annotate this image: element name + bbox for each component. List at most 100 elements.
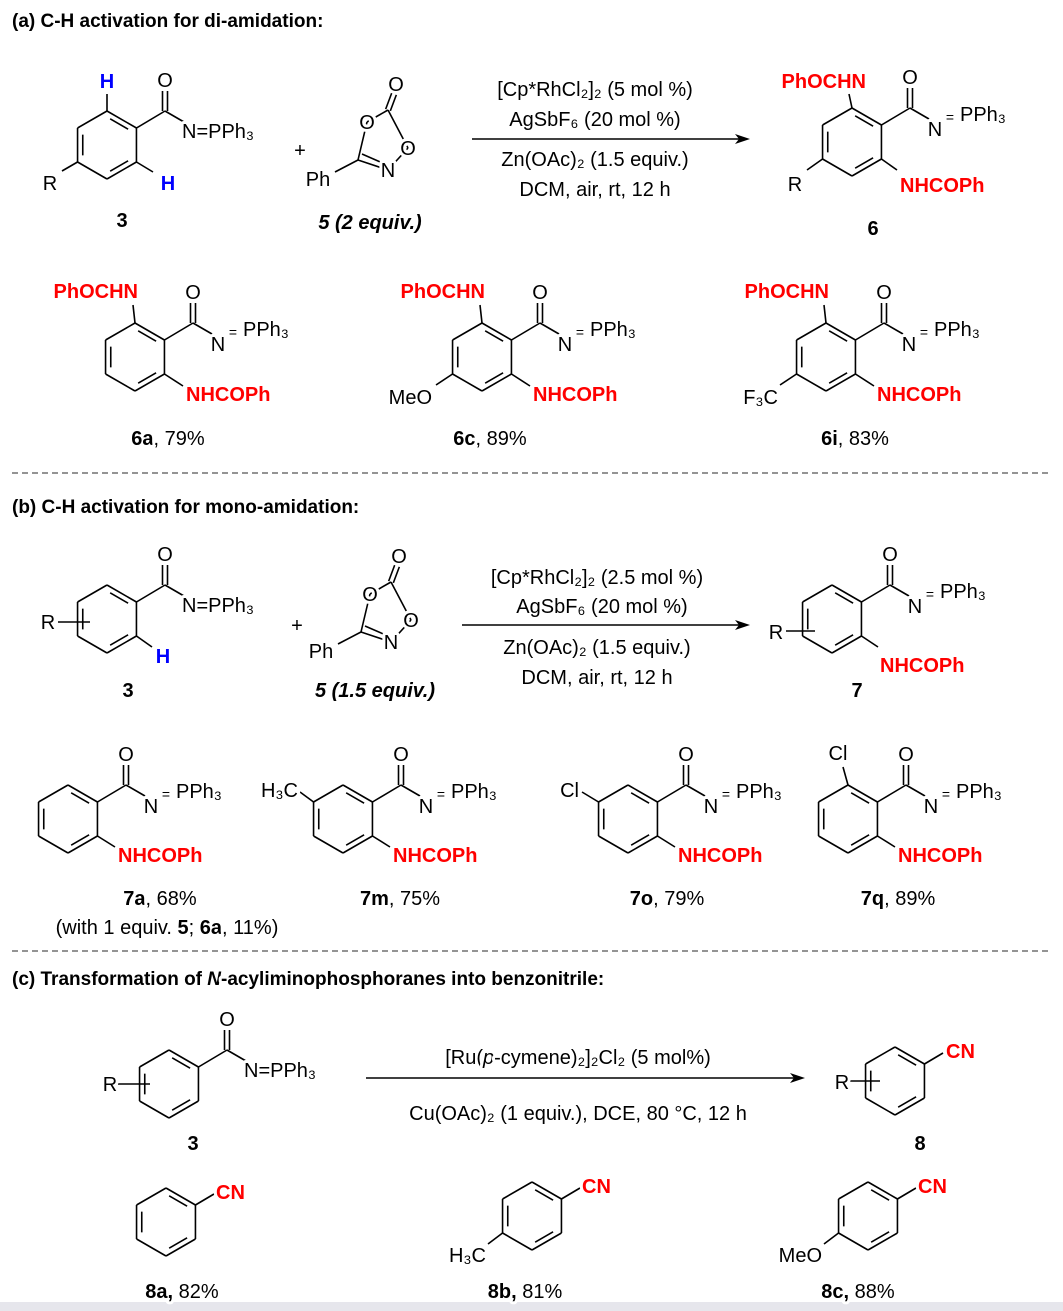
reagent-5b-bond [360,593,371,633]
example-ring-bond [818,784,849,803]
oxygen-label: O [902,67,918,89]
example-bond [192,322,213,335]
reactant-3b-ring-bond [77,584,108,603]
oxygen-label: O [403,610,419,632]
substituent-bond [861,635,879,648]
example-bond [539,322,560,335]
reagent-5a-double-bond [361,153,386,165]
example-ring-double-bond [137,330,157,342]
example-ring-double-bond [630,792,650,804]
conditions-label: Cu(OAc)₂ (1 equiv.), DCE, 80 °C, 12 h [409,1103,747,1125]
r-group-label: R [769,622,783,644]
iminophosphorane-label: N=PPh₃ [182,121,254,143]
reagent-5b-double-bond [364,625,389,637]
example-ring-double-bond [484,372,504,384]
reactant-3c-ring-bond [139,1100,170,1119]
double-bond-sign: = [437,786,445,802]
compound-yield-label: 6a, 79% [131,428,205,450]
catalyst-label: [Cp*RhCl₂]₂ (5 mol %) [497,79,693,101]
amide-group-label: NHCOPh [186,384,270,406]
compound-yield-label: 6c, 89% [453,428,527,450]
example-ring-bond [796,322,827,341]
amide-group-label: NHCOPh [898,845,982,867]
substituent-bond [132,304,136,324]
reactant-3c-bond [198,1049,228,1068]
reagent-label-5: 5 (1.5 equiv.) [315,680,435,702]
product-8-ring-bond [894,1097,925,1116]
reactant-3a-ring-bond [77,161,108,180]
example-ring-double-bond [168,1195,188,1207]
nitrogen-label: N [704,796,718,818]
double-bond-sign: = [722,786,730,802]
example-ring-bond [38,835,69,854]
reactant-3c-ring-double-bond [171,1099,191,1111]
amide-group-label: PhOCHN [401,281,485,303]
nitrogen-label: N [384,632,398,654]
substituent-bond [779,373,797,386]
pph3-label: PPh₃ [736,781,782,803]
nitrogen-label: N [211,334,225,356]
product-8-ring-bond [894,1046,925,1065]
compound-yield-label-part: , 83% [838,428,889,450]
substituent-label: Cl [560,780,579,802]
oxygen-label: O [898,744,914,766]
additive-label: AgSbF₆ (20 mol %) [509,109,680,131]
example-ring-double-bond [534,1231,554,1243]
example-ring-double-bond [870,1231,890,1243]
amide-group-label: NHCOPh [118,845,202,867]
oxygen-label: O [876,282,892,304]
pph3-label: PPh₃ [451,781,497,803]
double-bond-sign: = [576,324,584,340]
compound-yield-label: 8a, 82% [145,1281,219,1303]
example-ring-bond [598,784,629,803]
compound-yield-label-part: , 89% [884,888,935,910]
double-bond-sign: = [920,324,928,340]
substituent-bond [511,373,531,387]
iminophosphorane-label: N=PPh₃ [182,595,254,617]
example-ring-double-bond [870,1189,890,1201]
pph3-label: PPh₃ [590,319,636,341]
example-ring-bond [867,1232,898,1251]
product-7-ring-bond [802,584,833,603]
example-bond [511,322,541,341]
nitrile-label: CN [918,1176,947,1198]
nitrile-label: CN [216,1182,245,1204]
reactant-3c-ring-double-bond [171,1057,191,1069]
compound-label-3: 3 [122,680,133,702]
base-label: Zn(OAc)₂ (1.5 equiv.) [503,637,690,659]
solvent-conditions-label: DCM, air, rt, 12 h [521,667,672,689]
example-ring-bond [481,373,512,392]
double-bond-sign: = [926,586,934,602]
product-8-ring-bond [865,1097,896,1116]
substituent-label: Cl [829,743,848,765]
double-bond-sign: = [162,786,170,802]
section-c-title: (c) Transformation of N-acyliminophospho… [12,969,604,990]
product-6-ring-double-bond [854,115,874,127]
example-bond [877,784,907,803]
product-7-ring-bond [802,635,833,654]
reagent-5a-bond [387,147,409,171]
substituent-bond [195,1193,215,1206]
product-7-bond [889,584,910,597]
example-ring-bond [165,1238,196,1257]
nitrogen-label: N [924,796,938,818]
compound-yield-label-part: 6c [453,428,475,450]
reactant-3b-ring-double-bond [109,634,129,646]
example-ring-bond [67,835,98,854]
reagent-5a-bond [366,109,389,123]
compound-yield-label: 8c, 88% [821,1281,895,1303]
substituent-bond [823,1232,840,1245]
side-product-note-part: 6a [200,917,223,939]
nitrogen-label: N [144,796,158,818]
ortho-h-label: H [161,173,175,195]
nitrogen-label: N [902,334,916,356]
example-ring-bond [838,1181,869,1200]
reagent-5b-carbonyl-bond [387,564,396,582]
oxygen-label: O [359,112,375,134]
side-product-note-part: , 11%) [222,917,278,939]
oxygen-label: O [362,584,378,606]
reactant-3a-ring-bond [77,110,108,129]
product-8-ring-double-bond [897,1096,917,1108]
reactant-3c-bond [226,1049,247,1062]
side-product-note-part: 5 [178,917,189,939]
